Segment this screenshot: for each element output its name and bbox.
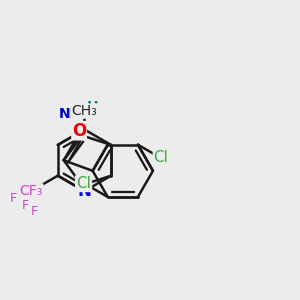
Text: F: F: [10, 192, 17, 205]
Text: H: H: [87, 100, 99, 114]
Text: NH: NH: [59, 107, 82, 121]
Text: CH₃: CH₃: [72, 104, 97, 118]
Text: O: O: [72, 122, 86, 140]
Text: F: F: [22, 199, 29, 212]
Text: Cl: Cl: [76, 176, 91, 191]
Text: N: N: [77, 182, 92, 200]
Text: Cl: Cl: [153, 150, 168, 165]
Text: F: F: [31, 205, 38, 218]
Text: CF₃: CF₃: [20, 184, 43, 198]
Text: S: S: [76, 176, 88, 194]
